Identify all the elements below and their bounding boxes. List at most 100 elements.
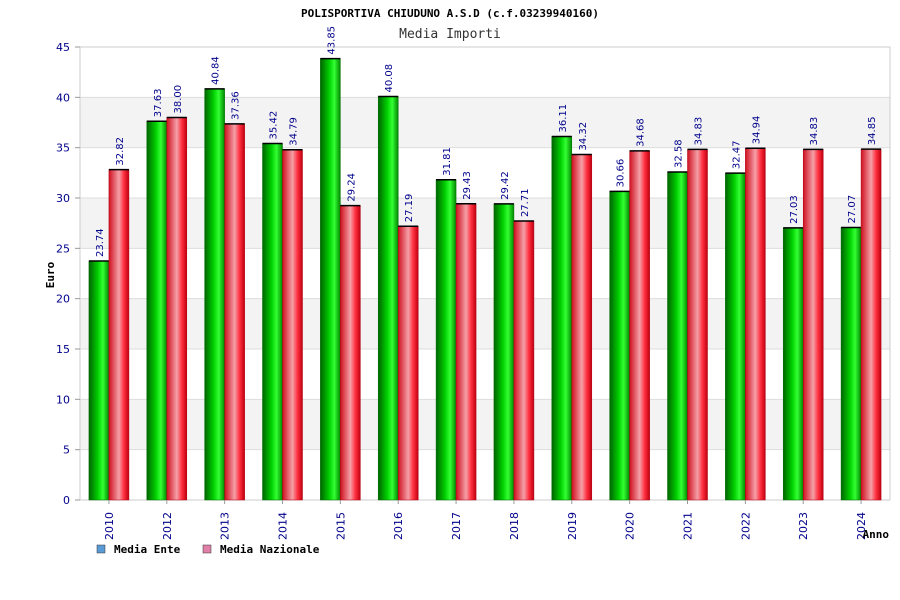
- bar-media-ente-2017: [435, 179, 457, 501]
- data-label: 40.84: [211, 56, 222, 85]
- bar-media-ente-2019: [551, 136, 573, 501]
- data-label: 37.36: [231, 91, 242, 120]
- bar-media-nazionale-2022: [745, 148, 766, 501]
- legend-swatch-media-ente: [96, 544, 106, 554]
- x-tick-label: 2021: [682, 512, 695, 540]
- y-tick-label: 10: [56, 393, 70, 406]
- x-tick-label: 2015: [334, 512, 347, 540]
- bar-media-nazionale-2016: [397, 226, 419, 501]
- x-tick-label: 2018: [508, 512, 521, 540]
- bar-media-nazionale-2024: [860, 148, 882, 501]
- data-label: 32.47: [731, 140, 742, 169]
- data-label: 34.68: [636, 118, 647, 147]
- y-tick-label: 0: [63, 494, 70, 507]
- bar-media-ente-2022: [725, 172, 746, 501]
- data-label: 29.42: [500, 171, 511, 200]
- data-label: 34.85: [867, 117, 878, 146]
- y-tick-label: 25: [56, 242, 70, 255]
- bar-media-nazionale-2010: [108, 169, 130, 501]
- legend-label-media-ente: Media Ente: [114, 543, 181, 556]
- x-tick-label: 2022: [739, 512, 752, 540]
- y-tick-label: 15: [56, 343, 70, 356]
- plot-band: [80, 248, 890, 299]
- bar-media-ente-2021: [667, 171, 688, 501]
- plot-band: [80, 47, 890, 98]
- data-label: 27.03: [789, 195, 800, 224]
- data-label: 34.83: [809, 117, 820, 146]
- data-label: 40.08: [384, 64, 395, 93]
- bar-media-nazionale-2023: [802, 149, 824, 501]
- data-label: 31.81: [442, 147, 453, 176]
- data-label: 34.32: [578, 122, 589, 151]
- legend: Media Ente Media Nazionale: [96, 543, 320, 556]
- data-label: 30.66: [616, 159, 627, 188]
- x-tick-label: 2013: [219, 512, 232, 540]
- data-label: 29.43: [462, 171, 473, 200]
- y-tick-label: 30: [56, 192, 70, 205]
- data-label: 38.00: [173, 85, 184, 114]
- legend-swatch-media-nazionale: [202, 544, 212, 554]
- chart-title: POLISPORTIVA CHIUDUNO A.S.D (c.f.0323994…: [301, 7, 599, 20]
- x-tick-label: 2023: [797, 512, 810, 540]
- bar-media-ente-2016: [377, 96, 399, 501]
- x-tick-label: 2012: [161, 512, 174, 540]
- x-axis: 2010 2012 2013 2014 2015 2016 2017 2018 2019 2020…: [103, 500, 868, 540]
- x-tick-label: 2019: [566, 512, 579, 540]
- plot-band: [80, 298, 890, 349]
- bar-media-ente-2023: [782, 227, 804, 501]
- data-label: 27.19: [404, 194, 415, 223]
- data-label: 32.58: [674, 139, 685, 168]
- data-label: 27.07: [847, 195, 858, 224]
- x-tick-label: 2017: [450, 512, 463, 540]
- data-label: 34.83: [694, 117, 705, 146]
- bar-media-nazionale-2019: [571, 154, 593, 501]
- bar-media-nazionale-2013: [224, 123, 245, 501]
- chart-subtitle: Media Importi: [399, 27, 501, 42]
- x-tick-label: 2010: [103, 512, 116, 540]
- bar-media-ente-2020: [609, 191, 630, 501]
- y-axis-label: Euro: [44, 261, 57, 288]
- y-tick-label: 20: [56, 293, 70, 306]
- legend-label-media-nazionale: Media Nazionale: [220, 543, 320, 556]
- plot-background: [80, 47, 890, 500]
- bar-media-nazionale-2012: [166, 117, 188, 501]
- plot-band: [80, 449, 890, 500]
- bar-media-ente-2018: [493, 203, 515, 501]
- x-tick-label: 2020: [624, 512, 637, 540]
- data-label: 36.11: [558, 104, 569, 133]
- y-tick-label: 40: [56, 91, 70, 104]
- bar-media-ente-2013: [204, 88, 225, 501]
- y-tick-label: 5: [63, 444, 70, 457]
- bar-media-ente-2012: [146, 120, 168, 501]
- data-label: 27.71: [520, 188, 531, 217]
- bar-media-nazionale-2020: [629, 150, 650, 501]
- data-label: 32.82: [115, 137, 126, 166]
- y-tick-label: 45: [56, 41, 70, 54]
- plot-band: [80, 147, 890, 198]
- bar-media-ente-2015: [320, 58, 341, 501]
- x-tick-label: 2014: [277, 512, 290, 540]
- bar-media-nazionale-2021: [687, 149, 708, 501]
- data-label: 23.74: [95, 228, 106, 257]
- bar-media-ente-2024: [840, 227, 862, 501]
- bar-media-nazionale-2017: [455, 203, 477, 501]
- bars: [88, 57, 882, 501]
- bar-media-ente-2014: [262, 143, 283, 501]
- data-label: 37.63: [153, 89, 164, 118]
- data-label: 29.24: [346, 173, 357, 202]
- bar-media-ente-2010: [88, 260, 110, 501]
- bar-media-nazionale-2018: [513, 220, 535, 501]
- x-tick-label: 2016: [392, 512, 405, 540]
- plot-band: [80, 198, 890, 249]
- plot-band: [80, 399, 890, 450]
- data-label: 35.42: [269, 111, 280, 140]
- bar-media-nazionale-2015: [340, 205, 361, 501]
- plot-band: [80, 349, 890, 400]
- plot-frame: [79, 46, 891, 501]
- data-label: 43.85: [326, 26, 337, 55]
- bar-media-nazionale-2014: [282, 149, 303, 501]
- data-label: 34.79: [289, 117, 300, 146]
- y-tick-label: 35: [56, 142, 70, 155]
- x-tick-label: 2024: [855, 512, 868, 540]
